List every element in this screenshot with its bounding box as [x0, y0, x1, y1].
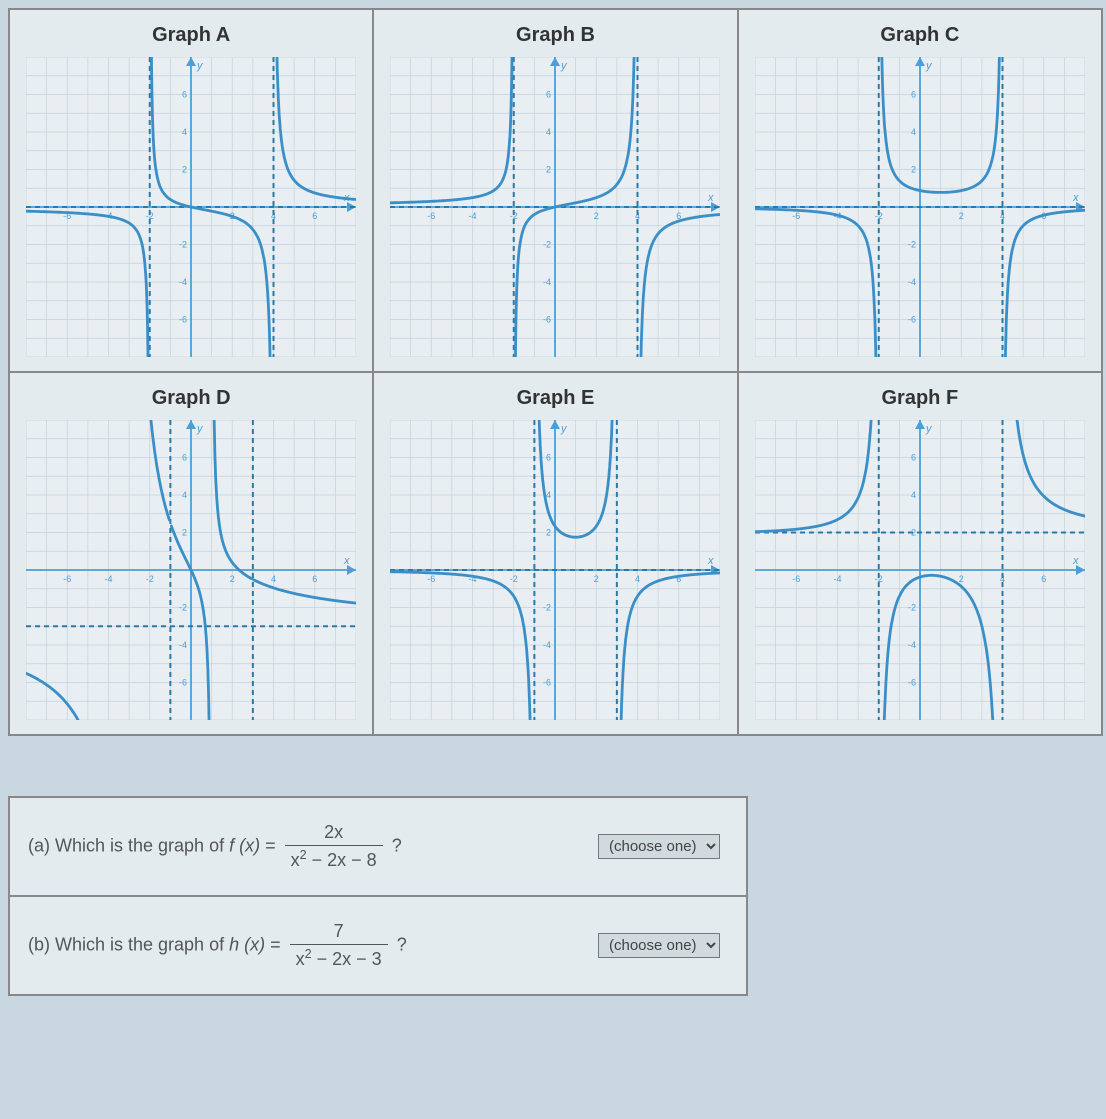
- question-a-select[interactable]: (choose one)Graph AGraph BGraph CGraph D…: [598, 834, 720, 859]
- graph-grid: Graph A -6-6-4-4-2-2224466xy Graph B -6-…: [8, 8, 1103, 736]
- svg-text:-6: -6: [428, 211, 436, 221]
- svg-text:-6: -6: [543, 678, 551, 688]
- svg-text:x: x: [1072, 555, 1079, 567]
- svg-text:-2: -2: [908, 240, 916, 250]
- svg-text:-2: -2: [510, 574, 518, 584]
- svg-text:2: 2: [546, 165, 551, 175]
- svg-text:4: 4: [182, 490, 187, 500]
- graph-b: -6-6-4-4-2-2224466xy: [390, 57, 720, 357]
- svg-text:6: 6: [182, 90, 187, 100]
- svg-text:-2: -2: [146, 574, 154, 584]
- svg-text:x: x: [707, 555, 714, 567]
- svg-text:2: 2: [911, 165, 916, 175]
- svg-text:6: 6: [546, 453, 551, 463]
- svg-text:2: 2: [182, 528, 187, 538]
- svg-text:-6: -6: [792, 574, 800, 584]
- svg-text:6: 6: [546, 90, 551, 100]
- svg-text:-4: -4: [543, 640, 551, 650]
- svg-text:y: y: [196, 423, 204, 435]
- graph-title-d: Graph D: [10, 373, 372, 416]
- svg-text:-2: -2: [179, 240, 187, 250]
- svg-text:6: 6: [182, 453, 187, 463]
- svg-text:x: x: [707, 192, 714, 204]
- svg-text:2: 2: [230, 574, 235, 584]
- svg-text:2: 2: [594, 574, 599, 584]
- graph-c: -6-6-4-4-2-2224466xy: [755, 57, 1085, 357]
- svg-text:2: 2: [959, 574, 964, 584]
- svg-text:4: 4: [546, 490, 551, 500]
- question-table: (a) Which is the graph of f (x) = 2x x2 …: [8, 796, 748, 996]
- graph-f: -6-6-4-4-2-2224466xy: [755, 420, 1085, 720]
- svg-text:4: 4: [546, 127, 551, 137]
- svg-text:-6: -6: [428, 574, 436, 584]
- svg-text:y: y: [196, 60, 204, 72]
- graph-e: -6-6-4-4-2-2224466xy: [390, 420, 720, 720]
- svg-text:-4: -4: [908, 640, 916, 650]
- graph-title-a: Graph A: [10, 10, 372, 53]
- svg-text:6: 6: [911, 90, 916, 100]
- svg-text:6: 6: [911, 453, 916, 463]
- svg-text:2: 2: [959, 211, 964, 221]
- svg-text:4: 4: [911, 127, 916, 137]
- svg-text:-4: -4: [908, 277, 916, 287]
- svg-text:4: 4: [911, 490, 916, 500]
- svg-text:-6: -6: [179, 678, 187, 688]
- svg-text:x: x: [343, 555, 350, 567]
- svg-text:y: y: [925, 60, 933, 72]
- svg-text:y: y: [560, 60, 568, 72]
- svg-text:-6: -6: [543, 315, 551, 325]
- svg-text:4: 4: [635, 574, 640, 584]
- question-a-text: (a) Which is the graph of f (x) = 2x x2 …: [28, 822, 402, 871]
- graph-title-c: Graph C: [739, 10, 1101, 53]
- svg-text:4: 4: [182, 127, 187, 137]
- svg-text:-2: -2: [543, 603, 551, 613]
- svg-text:-2: -2: [543, 240, 551, 250]
- svg-text:6: 6: [1041, 574, 1046, 584]
- svg-text:-6: -6: [792, 211, 800, 221]
- graph-title-e: Graph E: [374, 373, 736, 416]
- svg-text:6: 6: [312, 211, 317, 221]
- svg-text:2: 2: [594, 211, 599, 221]
- svg-text:-4: -4: [179, 277, 187, 287]
- svg-text:-4: -4: [833, 574, 841, 584]
- question-b-text: (b) Which is the graph of h (x) = 7 x2 −…: [28, 921, 407, 970]
- svg-text:x: x: [1072, 192, 1079, 204]
- svg-text:y: y: [925, 423, 933, 435]
- svg-text:2: 2: [546, 528, 551, 538]
- svg-text:-6: -6: [179, 315, 187, 325]
- question-b-select[interactable]: (choose one)Graph AGraph BGraph CGraph D…: [598, 933, 720, 958]
- graph-a: -6-6-4-4-2-2224466xy: [26, 57, 356, 357]
- graph-d: -6 -6 -4 -4 -2 -2 2 2 4 4 6 6 x y: [26, 420, 356, 720]
- svg-text:-6: -6: [63, 574, 71, 584]
- svg-text:4: 4: [271, 574, 276, 584]
- svg-text:2: 2: [182, 165, 187, 175]
- svg-text:-4: -4: [469, 211, 477, 221]
- svg-text:-4: -4: [179, 640, 187, 650]
- graph-title-f: Graph F: [739, 373, 1101, 416]
- svg-text:6: 6: [312, 574, 317, 584]
- graph-title-b: Graph B: [374, 10, 736, 53]
- svg-text:-4: -4: [543, 277, 551, 287]
- svg-text:-4: -4: [105, 574, 113, 584]
- svg-text:-6: -6: [908, 315, 916, 325]
- svg-text:y: y: [560, 423, 568, 435]
- svg-text:-2: -2: [908, 603, 916, 613]
- svg-text:-6: -6: [908, 678, 916, 688]
- svg-text:-2: -2: [179, 603, 187, 613]
